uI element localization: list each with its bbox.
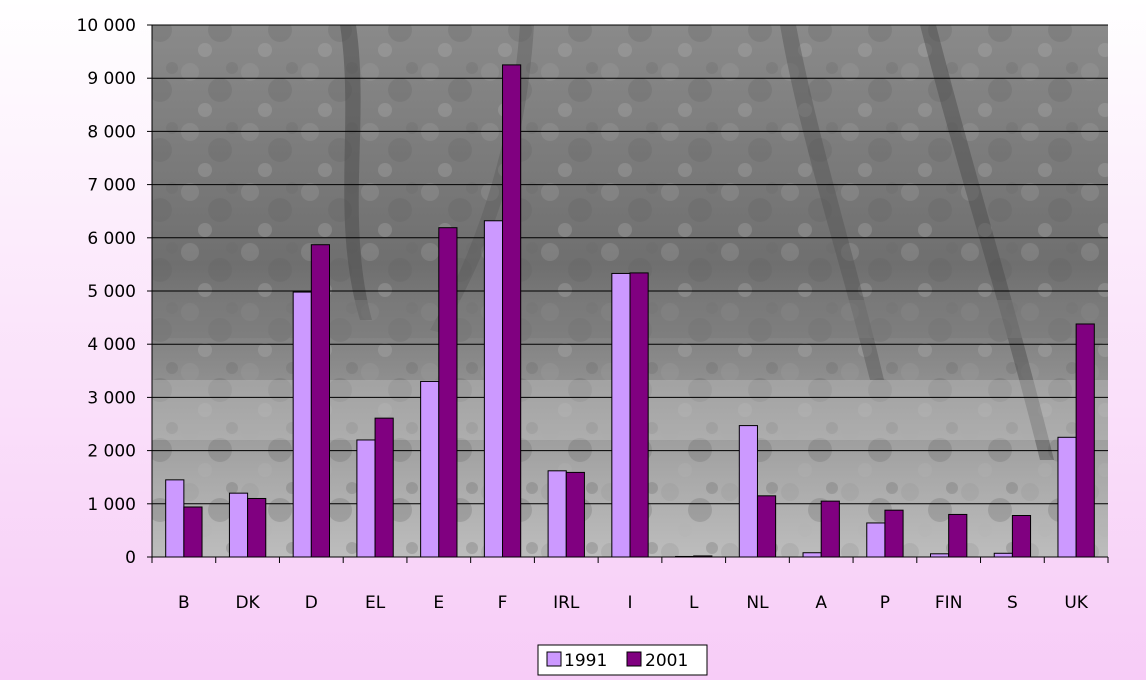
bar-1991-F — [483, 220, 504, 558]
x-tick-label: DK — [235, 593, 260, 613]
x-tick-label: B — [178, 593, 190, 613]
bar-2001-FIN — [948, 513, 968, 558]
bar-2001-D — [310, 244, 330, 558]
y-tick-label: 2 000 — [87, 442, 136, 462]
bar-2001-EL — [374, 417, 394, 558]
y-tick-label: 5 000 — [87, 282, 136, 302]
bar-1991-B — [165, 479, 185, 558]
bar-2001-P — [884, 509, 904, 558]
y-tick-label: 10 000 — [77, 16, 136, 36]
y-tick-label: 4 000 — [87, 335, 136, 355]
x-tick-label: P — [880, 593, 890, 613]
legend-box — [537, 644, 708, 676]
bar-2001-DK — [247, 497, 267, 558]
y-tick-label: 1 000 — [87, 495, 136, 515]
x-tick-label: UK — [1064, 593, 1088, 613]
bar-2001-IRL — [565, 471, 585, 558]
bar-2001-S — [1011, 515, 1032, 558]
bar-1991-EL — [356, 439, 376, 558]
bar-1991-IRL — [547, 470, 567, 558]
bar-2001-A — [820, 500, 840, 558]
bar-2001-NL — [756, 495, 777, 558]
x-tick-label: L — [689, 593, 699, 613]
x-tick-label: F — [498, 593, 508, 613]
y-tick-label: 9 000 — [87, 69, 136, 89]
x-tick-label: IRL — [553, 593, 580, 613]
legend: 1991 2001 — [537, 644, 708, 676]
y-tick-label: 0 — [125, 548, 136, 568]
bar-2001-B — [183, 506, 203, 558]
y-tick-label: 3 000 — [87, 388, 136, 408]
bars — [165, 64, 1095, 558]
x-tick-label: I — [627, 593, 632, 613]
x-axis-ticks: B DK D EL E F IRL I L NL A P FIN S UK — [151, 557, 1109, 613]
bar-1991-DK — [228, 492, 249, 558]
x-tick-label: A — [815, 593, 827, 613]
bar-2001-I — [629, 272, 649, 558]
legend-label-1991: 1991 — [564, 651, 607, 671]
y-axis-ticks: 0 1 000 2 000 3 000 4 000 5 000 6 000 7 000 8 00… — [77, 16, 152, 568]
x-tick-label: NL — [746, 593, 769, 613]
bar-1991-NL — [738, 425, 758, 558]
bar-1991-E — [420, 380, 440, 558]
bar-1991-S — [993, 552, 1013, 558]
bar-1991-A — [802, 552, 822, 558]
bar-1991-UK — [1057, 436, 1077, 558]
bar-2001-F — [502, 64, 522, 558]
y-tick-label: 7 000 — [87, 176, 136, 196]
x-tick-label: EL — [365, 593, 386, 613]
bar-2001-UK — [1075, 323, 1095, 558]
legend-swatch-1991 — [546, 651, 562, 667]
bar-1991-P — [866, 522, 886, 558]
x-tick-label: D — [305, 593, 318, 613]
x-tick-label: S — [1007, 593, 1018, 613]
x-tick-label: E — [433, 593, 444, 613]
legend-swatch-2001 — [626, 651, 642, 667]
bar-1991-I — [611, 272, 631, 558]
y-tick-label: 6 000 — [87, 229, 136, 249]
bar-2001-E — [438, 227, 458, 558]
y-tick-label: 8 000 — [87, 122, 136, 142]
legend-label-2001: 2001 — [645, 651, 688, 671]
bar-1991-D — [292, 291, 312, 558]
x-tick-label: FIN — [935, 593, 963, 613]
